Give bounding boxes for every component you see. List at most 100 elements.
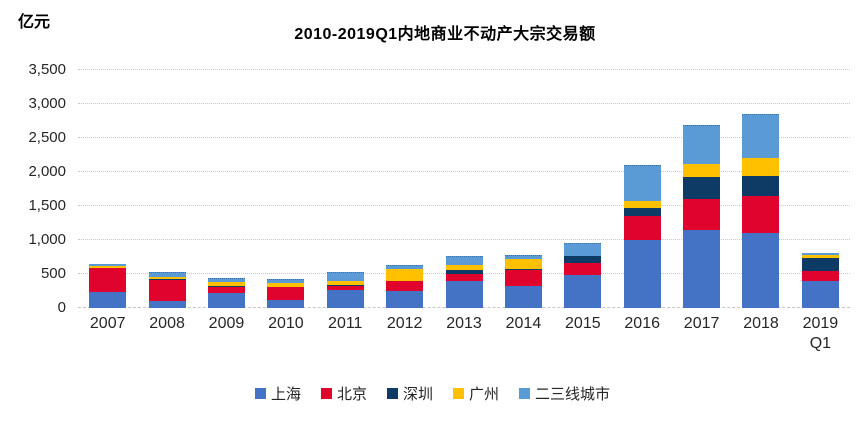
gridline-1500: [78, 205, 850, 206]
bar-segment-二三线城市: [801, 252, 839, 255]
bar-segment-广州: [148, 277, 186, 280]
gridline-2000: [78, 171, 850, 172]
bar-slot-2010: [256, 70, 315, 308]
bar-slot-2012: [375, 70, 434, 308]
bar-segment-深圳: [742, 176, 780, 197]
bar-segment-北京: [326, 286, 364, 290]
bar-segment-深圳: [801, 258, 839, 271]
y-tick-label: 3,500: [28, 61, 66, 78]
bar-slot-2018: [731, 70, 790, 308]
bar-segment-广州: [801, 254, 839, 259]
bar-slot-2007: [78, 70, 137, 308]
legend-label: 上海: [270, 386, 301, 403]
bar-segment-广州: [683, 163, 721, 178]
legend-item-广州: 广州: [453, 383, 499, 404]
y-tick-label: 2,500: [28, 129, 66, 146]
bar-segment-上海: [386, 291, 424, 308]
bar-segment-上海: [445, 281, 483, 308]
bar-column-2016: [623, 165, 661, 308]
bar-segment-深圳: [207, 286, 245, 287]
x-tick-label: 2012: [386, 315, 423, 332]
bar-segment-深圳: [564, 256, 602, 264]
bar-slot-2017: [672, 70, 731, 308]
legend-item-北京: 北京: [320, 383, 367, 404]
bar-segment-二三线城市: [445, 255, 483, 265]
bar-column-2008: [148, 271, 186, 308]
x-tick-label: 2011: [328, 315, 363, 332]
bar-column-2012: [386, 264, 424, 308]
x-tick-label: 2010: [268, 315, 304, 332]
x-tick-label: 2007: [89, 315, 126, 332]
y-tick-label: 1,000: [28, 231, 66, 248]
legend-item-上海: 上海: [254, 383, 301, 404]
legend-item-深圳: 深圳: [386, 383, 433, 404]
bar-segment-上海: [564, 275, 602, 308]
bar-slot-2019-Q1: [791, 70, 850, 308]
bar-segment-北京: [207, 286, 245, 294]
bar-segment-上海: [742, 233, 780, 308]
gridline-1000: [78, 239, 850, 240]
bar-segment-广州: [623, 201, 661, 209]
x-tick-label: 2008: [149, 315, 185, 332]
x-tick-label: 2016: [624, 315, 660, 332]
legend-swatch-广州: [453, 388, 464, 399]
legend-label: 广州: [469, 386, 500, 403]
bar-segment-二三线城市: [207, 278, 245, 283]
bar-segment-广州: [742, 157, 780, 177]
bar-column-2019-Q1: [801, 252, 839, 308]
bar-segment-北京: [386, 281, 424, 292]
bar-segment-上海: [148, 301, 186, 308]
bar-segment-二三线城市: [386, 264, 424, 269]
bar-segment-二三线城市: [742, 113, 780, 158]
bar-segment-上海: [267, 300, 305, 308]
bar-segment-上海: [683, 230, 721, 308]
y-tick-label: 3,000: [28, 95, 66, 112]
gridline-2500: [78, 137, 850, 138]
bar-segment-二三线城市: [683, 124, 721, 164]
bar-segment-深圳: [386, 280, 424, 282]
bar-segment-二三线城市: [89, 264, 127, 266]
legend-swatch-上海: [254, 388, 266, 399]
bar-slot-2009: [197, 70, 256, 308]
x-tick-label: 2009: [208, 315, 245, 332]
bar-segment-二三线城市: [326, 271, 364, 282]
chart-title: 2010-2019Q1内地商业不动产大宗交易额: [294, 26, 596, 43]
gridline-3500: [78, 69, 850, 70]
bar-segment-二三线城市: [267, 278, 305, 283]
bar-segment-上海: [623, 240, 661, 308]
y-tick-label: 500: [40, 265, 66, 282]
bar-segment-北京: [801, 270, 839, 281]
bar-slot-2016: [613, 70, 672, 308]
bar-segment-深圳: [504, 269, 542, 270]
bar-segment-广州: [207, 282, 245, 287]
plot-area: [78, 69, 850, 308]
bar-column-2017: [683, 124, 721, 308]
bar-slot-2015: [553, 70, 612, 308]
x-tick-label: 2018: [743, 315, 779, 332]
x-tick-label: 2017: [683, 315, 720, 332]
bar-segment-北京: [564, 263, 602, 276]
bar-segment-深圳: [623, 208, 661, 217]
bar-segment-广州: [267, 282, 305, 287]
bar-column-2014: [504, 255, 542, 308]
bar-segment-二三线城市: [623, 165, 661, 202]
bar-segment-广州: [89, 265, 127, 268]
bar-segment-北京: [267, 287, 305, 301]
bar-column-2015: [564, 243, 602, 308]
bar-segment-北京: [623, 216, 661, 240]
x-axis-tick-labels: 2007 2008 2009 2010 2011 2012 2013 2014 2015 2016…: [78, 314, 850, 354]
bars-container: [78, 70, 850, 308]
bar-slot-2008: [137, 70, 196, 308]
bar-segment-上海: [504, 285, 542, 308]
legend-label: 北京: [336, 386, 367, 403]
x-tick-label: 2019 Q1: [802, 315, 839, 352]
bar-column-2011: [326, 271, 364, 308]
legend-swatch-深圳: [386, 388, 398, 399]
x-tick-label: 2015: [565, 315, 601, 332]
bar-segment-北京: [445, 274, 483, 282]
legend-label: 二三线城市: [535, 386, 611, 403]
bar-column-2013: [445, 255, 483, 308]
legend-label: 深圳: [402, 386, 433, 403]
legend-swatch-北京: [320, 388, 332, 399]
